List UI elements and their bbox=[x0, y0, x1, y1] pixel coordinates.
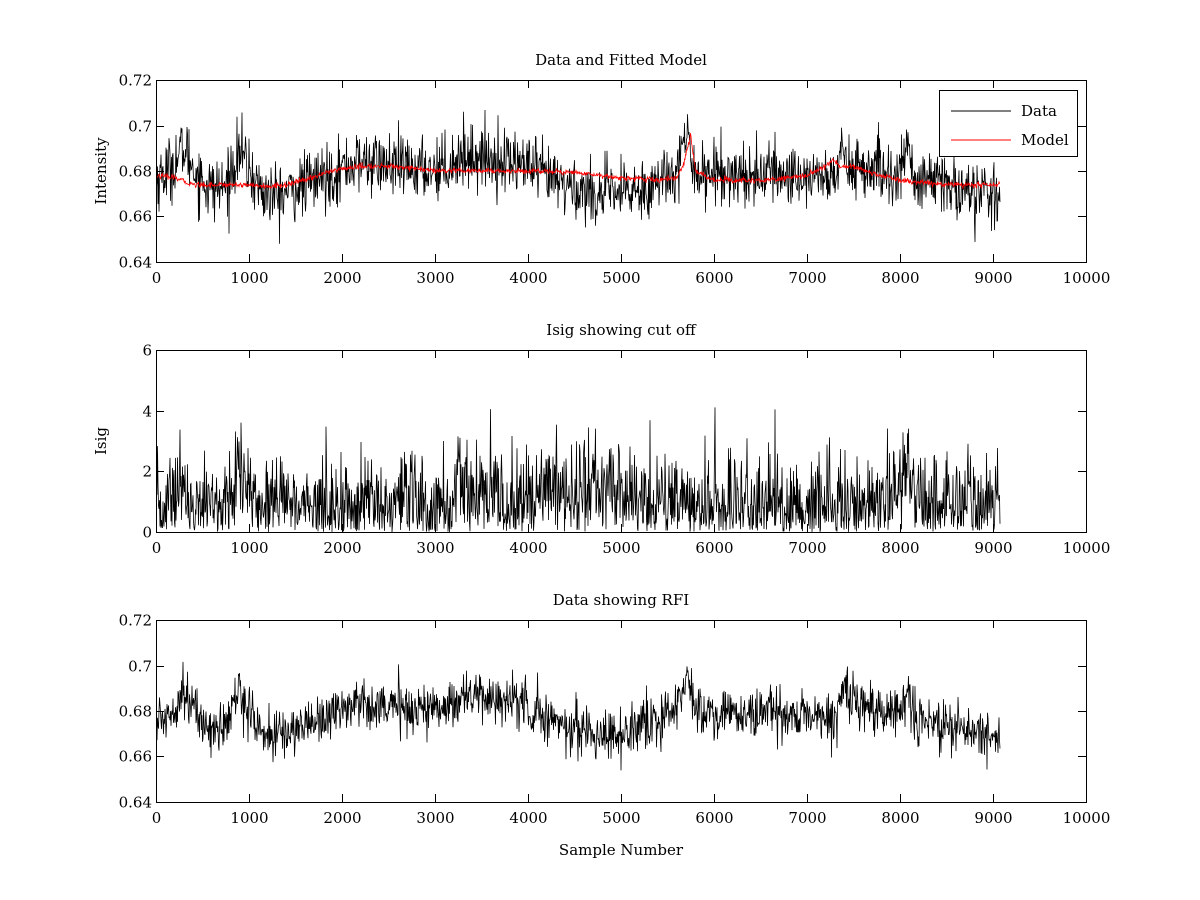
x-tick-label: 0 bbox=[152, 809, 162, 827]
y-tick-label: 0.66 bbox=[119, 748, 152, 766]
legend-label-data: Data bbox=[1021, 102, 1057, 120]
x-tick-label: 5000 bbox=[602, 809, 640, 827]
x-tick-label: 9000 bbox=[974, 269, 1012, 287]
y-tick-label: 4 bbox=[142, 403, 152, 421]
chart-title: Isig showing cut off bbox=[546, 321, 697, 339]
x-tick-label: 5000 bbox=[602, 539, 640, 557]
legend: Data Model bbox=[939, 90, 1078, 157]
x-tick-label: 0 bbox=[152, 539, 162, 557]
x-tick-label: 4000 bbox=[509, 269, 547, 287]
y-tick-label: 2 bbox=[142, 463, 152, 481]
series-line-signal bbox=[156, 407, 1001, 532]
x-tick-label: 10000 bbox=[1063, 269, 1111, 287]
x-tick-label: 6000 bbox=[695, 539, 733, 557]
y-axis-label: Intensity bbox=[92, 137, 110, 205]
x-tick-label: 1000 bbox=[230, 269, 268, 287]
y-tick-label: 0.7 bbox=[128, 658, 152, 676]
y-tick-label: 0.68 bbox=[119, 703, 152, 721]
chart-title: Data showing RFI bbox=[553, 591, 689, 609]
x-tick-label: 6000 bbox=[695, 809, 733, 827]
chart-panel-1: 0 1000 2000 3000 4000 5000 6000 7000 8000 9000 100… bbox=[92, 51, 1110, 287]
x-tick-label: 9000 bbox=[974, 539, 1012, 557]
chart-panel-2: 0 1000 2000 3000 4000 5000 6000 7000 8000 9000 100… bbox=[92, 321, 1110, 557]
x-tick-label: 7000 bbox=[788, 809, 826, 827]
x-tick-label: 1000 bbox=[230, 809, 268, 827]
x-tick-label: 10000 bbox=[1063, 539, 1111, 557]
y-tick-label: 0.64 bbox=[119, 794, 152, 812]
x-tick-label: 3000 bbox=[416, 809, 454, 827]
legend-box bbox=[939, 90, 1078, 157]
y-tick-label: 6 bbox=[142, 342, 152, 360]
x-tick-label: 0 bbox=[152, 269, 162, 287]
y-axis-label: Isig bbox=[92, 427, 110, 455]
x-tick-label: 9000 bbox=[974, 809, 1012, 827]
x-tick-label: 10000 bbox=[1063, 809, 1111, 827]
x-tick-label: 7000 bbox=[788, 269, 826, 287]
legend-label-model: Model bbox=[1021, 131, 1069, 149]
series-line-signal bbox=[156, 661, 1001, 771]
plot-frame bbox=[156, 620, 1087, 803]
x-tick-label: 2000 bbox=[323, 809, 361, 827]
x-tick-label: 4000 bbox=[509, 809, 547, 827]
x-tick-label: 4000 bbox=[509, 539, 547, 557]
y-tick-label: 0 bbox=[142, 524, 152, 542]
series-line-data bbox=[156, 110, 1001, 244]
chart-title: Data and Fitted Model bbox=[535, 51, 707, 69]
x-tick-label: 6000 bbox=[695, 269, 733, 287]
x-tick-label: 8000 bbox=[881, 809, 919, 827]
x-tick-label: 3000 bbox=[416, 539, 454, 557]
chart-panel-3: 0 1000 2000 3000 4000 5000 6000 7000 8000 9000 100… bbox=[119, 591, 1111, 859]
x-axis-label: Sample Number bbox=[559, 841, 684, 859]
x-tick-label: 3000 bbox=[416, 269, 454, 287]
series-line-model bbox=[156, 133, 1001, 190]
y-tick-label: 0.72 bbox=[119, 72, 152, 90]
y-tick-label: 0.66 bbox=[119, 208, 152, 226]
x-tick-label: 2000 bbox=[323, 269, 361, 287]
x-tick-label: 5000 bbox=[602, 269, 640, 287]
x-tick-label: 1000 bbox=[230, 539, 268, 557]
y-tick-label: 0.7 bbox=[128, 118, 152, 136]
x-tick-label: 8000 bbox=[881, 269, 919, 287]
y-tick-label: 0.64 bbox=[119, 254, 152, 272]
y-tick-label: 0.72 bbox=[119, 612, 152, 630]
y-tick-label: 0.68 bbox=[119, 163, 152, 181]
x-tick-label: 2000 bbox=[323, 539, 361, 557]
x-tick-label: 7000 bbox=[788, 539, 826, 557]
x-tick-label: 8000 bbox=[881, 539, 919, 557]
